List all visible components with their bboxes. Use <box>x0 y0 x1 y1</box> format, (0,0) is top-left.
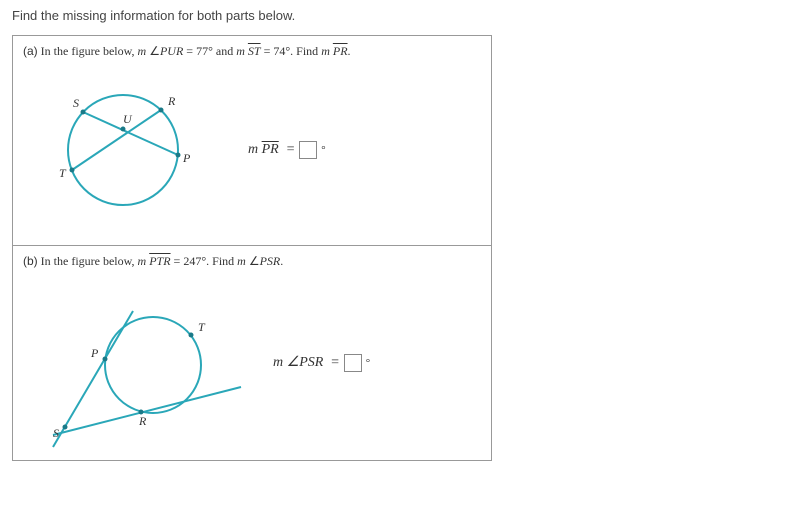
part-b-arc: PTR <box>149 254 170 268</box>
svg-text:P: P <box>182 151 191 165</box>
part-a-find-arc: PR <box>333 44 348 58</box>
svg-text:U: U <box>123 112 133 126</box>
part-b-find-text: . Find <box>206 254 237 268</box>
part-a-find-text: . Find <box>290 44 321 58</box>
part-a: (a) In the figure below, m ∠PUR = 77° an… <box>13 36 491 246</box>
problems-container: (a) In the figure below, m ∠PUR = 77° an… <box>12 35 492 461</box>
part-a-prompt: (a) In the figure below, m ∠PUR = 77° an… <box>23 44 481 59</box>
svg-text:P: P <box>90 346 99 360</box>
circle-b <box>105 317 201 413</box>
part-a-angle-val: 77° <box>196 44 213 58</box>
deg-symbol-a: ° <box>321 144 325 156</box>
part-b-prefix: In the figure below, <box>41 254 138 268</box>
part-b-prompt: (b) In the figure below, m PTR = 247°. F… <box>23 254 481 269</box>
part-b-svg: T P R S <box>23 275 253 450</box>
part-b-ans-angle: PSR <box>299 355 323 370</box>
part-b-label: (b) <box>23 254 38 268</box>
part-b-find-angle: PSR <box>260 254 281 268</box>
part-a-ans-arc: PR <box>262 142 279 157</box>
part-a-svg: S R P T U <box>23 65 228 235</box>
points-a: S R P T U <box>59 94 191 180</box>
instruction-text: Find the missing information for both pa… <box>12 8 788 23</box>
part-b: (b) In the figure below, m PTR = 247°. F… <box>13 246 491 460</box>
lines-b <box>53 311 241 447</box>
svg-text:T: T <box>59 166 67 180</box>
svg-text:S: S <box>73 96 79 110</box>
part-a-input[interactable] <box>299 141 317 159</box>
svg-text:T: T <box>198 320 206 334</box>
part-a-prefix: In the figure below, <box>41 44 138 58</box>
part-a-arc1-val: 74° <box>273 44 290 58</box>
part-a-arc1: ST <box>248 44 261 58</box>
svg-text:S: S <box>53 426 59 440</box>
svg-text:R: R <box>167 94 176 108</box>
deg-symbol-b: ° <box>366 357 370 369</box>
part-a-angle: PUR <box>160 44 183 58</box>
points-b: T P R S <box>53 320 206 440</box>
part-a-label: (a) <box>23 44 38 58</box>
part-b-input[interactable] <box>344 354 362 372</box>
part-a-answer: m PR = ° <box>248 141 326 159</box>
svg-text:R: R <box>138 414 147 428</box>
part-b-arc-val: 247° <box>183 254 206 268</box>
part-b-figure-row: T P R S m ∠PSR = ° <box>23 275 481 450</box>
part-a-figure-row: S R P T U m PR = ° <box>23 65 481 235</box>
part-b-answer: m ∠PSR = ° <box>273 354 370 372</box>
